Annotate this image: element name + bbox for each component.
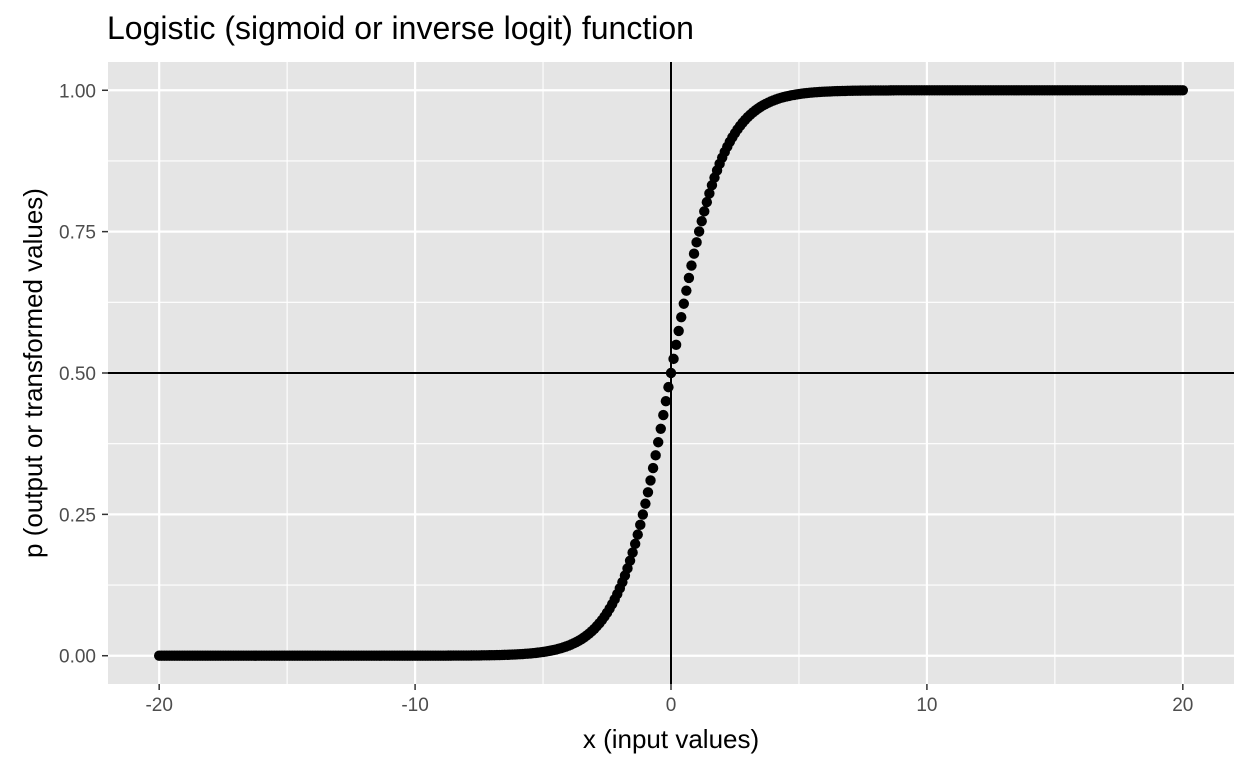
data-point xyxy=(673,325,684,337)
data-point xyxy=(693,226,705,237)
data-points xyxy=(153,85,1189,661)
data-point xyxy=(681,285,692,296)
data-point xyxy=(640,498,651,509)
y-tick-label: 0.25 xyxy=(59,505,96,526)
x-tick-label: 0 xyxy=(666,695,677,716)
data-point xyxy=(670,339,682,351)
chart-title: Logistic (sigmoid or inverse logit) func… xyxy=(107,10,694,46)
data-point xyxy=(660,395,672,407)
x-tick-label: -10 xyxy=(401,695,428,716)
y-tick-label: 0.50 xyxy=(59,364,96,385)
data-point xyxy=(668,353,679,365)
y-axis-ticks: 0.00 0.25 0.50 0.75 1.00 xyxy=(59,81,108,668)
data-point xyxy=(686,260,697,271)
data-point xyxy=(1177,85,1189,96)
data-point xyxy=(683,272,695,284)
data-point xyxy=(699,206,710,217)
x-axis-ticks: -20 -10 0 10 20 xyxy=(145,684,1193,716)
data-point xyxy=(642,487,654,498)
data-point xyxy=(701,196,713,208)
data-point xyxy=(655,423,666,435)
data-point xyxy=(704,188,715,199)
y-axis-title: p (output or transformed values) xyxy=(18,188,48,558)
x-axis-title: x (input values) xyxy=(583,724,759,754)
data-point xyxy=(678,298,689,309)
data-point xyxy=(632,529,643,540)
data-point xyxy=(650,450,661,461)
data-point xyxy=(624,555,636,566)
data-point xyxy=(663,381,674,393)
data-point xyxy=(627,547,638,558)
data-point xyxy=(691,237,702,248)
data-point xyxy=(645,475,656,486)
data-point xyxy=(676,311,687,323)
data-point xyxy=(647,462,659,474)
x-tick-label: -20 xyxy=(145,695,172,716)
data-point xyxy=(635,519,646,531)
data-point xyxy=(637,509,649,520)
y-tick-label: 0.75 xyxy=(59,223,96,244)
data-point xyxy=(696,215,707,227)
data-point xyxy=(688,248,700,259)
data-point xyxy=(653,437,664,448)
data-point xyxy=(658,409,669,421)
data-point xyxy=(629,538,641,550)
y-tick-label: 0.00 xyxy=(59,647,96,668)
y-tick-label: 1.00 xyxy=(59,81,96,102)
x-tick-label: 10 xyxy=(916,695,937,716)
x-tick-label: 20 xyxy=(1172,695,1193,716)
